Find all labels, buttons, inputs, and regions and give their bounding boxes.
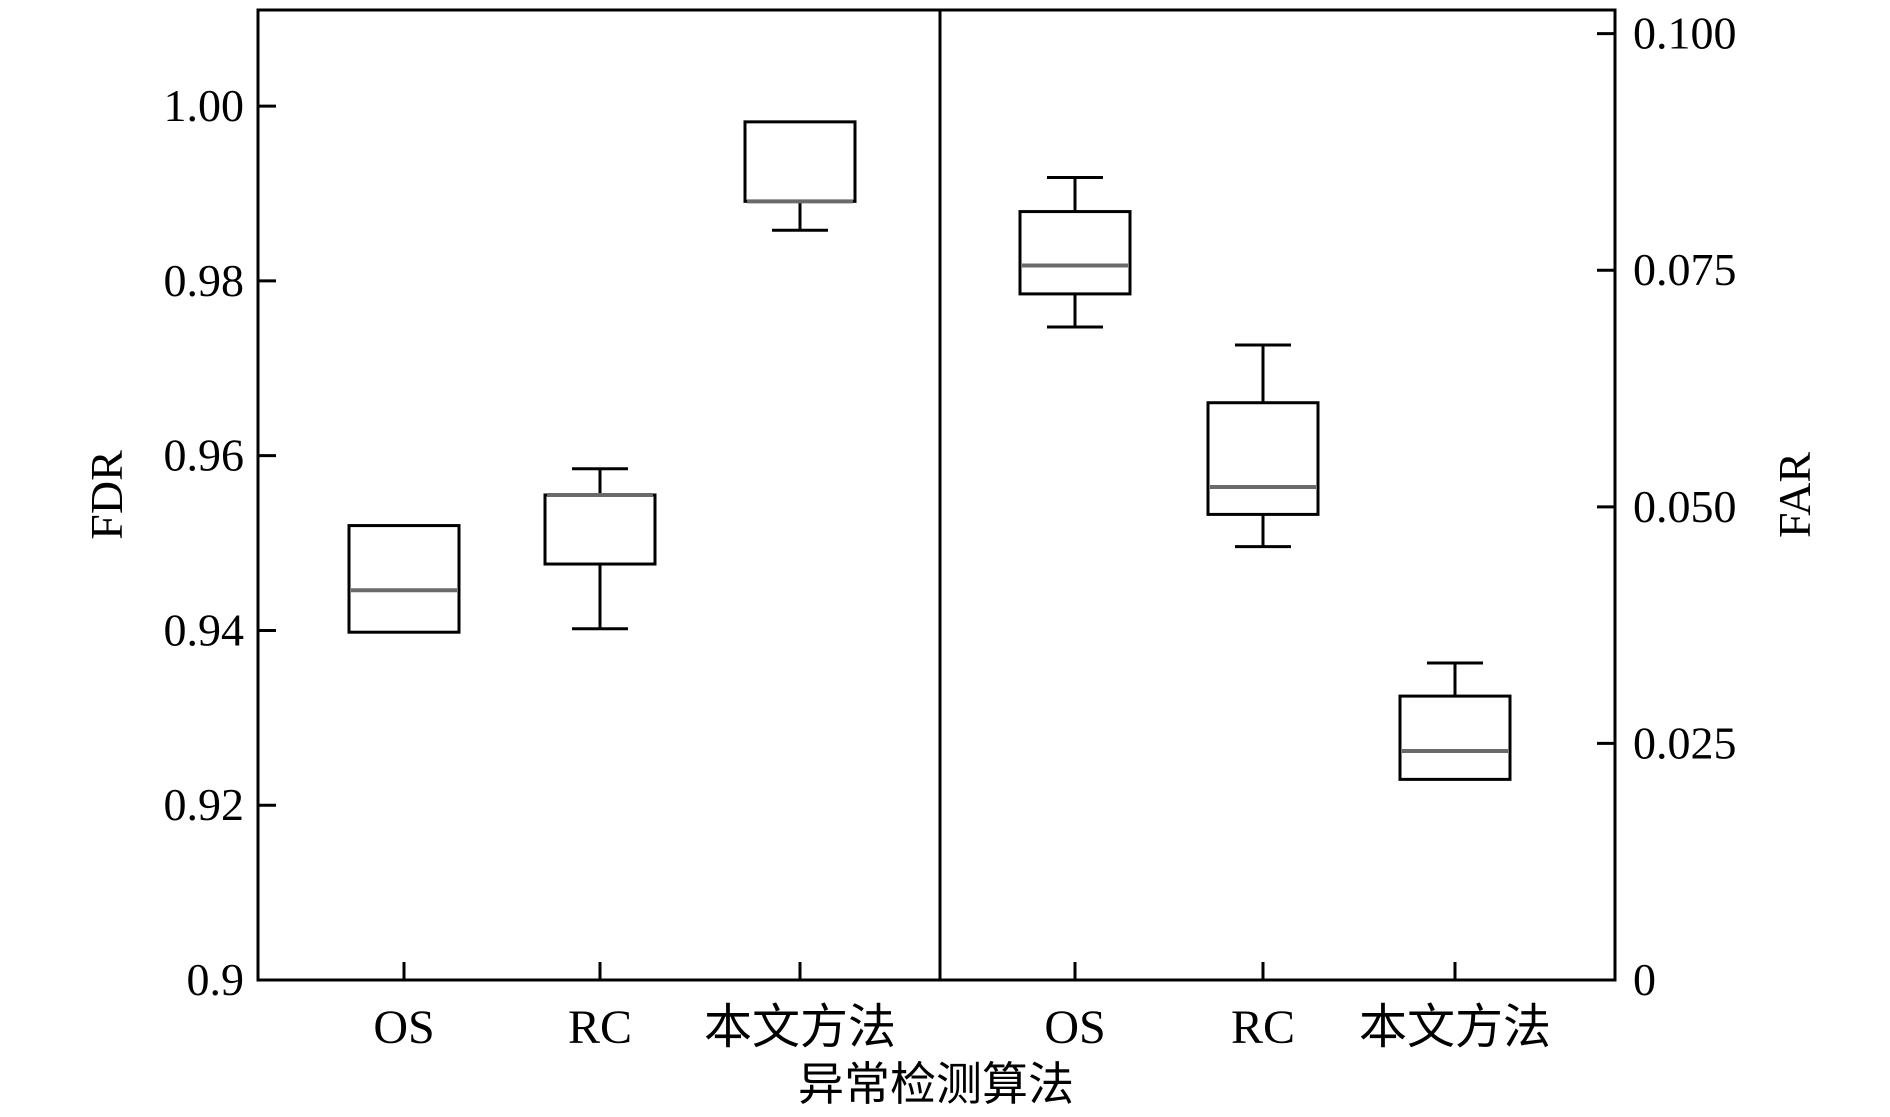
y-tick-label: 0.9 (187, 954, 245, 1005)
y-tick-label: 0.92 (164, 779, 245, 830)
y-axis-label-left: FDR (81, 450, 132, 540)
y-tick-label: 0.94 (164, 604, 245, 655)
y-tick-label: 0 (1633, 954, 1656, 1005)
x-tick-label: OS (373, 1001, 434, 1054)
box-left-1 (347, 524, 461, 634)
box-iqr (1206, 401, 1320, 516)
y-tick-label: 0.025 (1633, 717, 1737, 768)
box-right-3 (1398, 661, 1512, 781)
x-axis-label: 异常检测算法 (798, 1059, 1074, 1110)
y-tick-label: 0.050 (1633, 481, 1737, 532)
left-panel-fdr: 0.9 0.92 0.94 0.96 0.98 1.00 OS RC 本文方法 (164, 80, 897, 1054)
y-tick-label: 0.075 (1633, 244, 1737, 295)
x-tick-label: 本文方法 (704, 1001, 896, 1054)
box-right-2 (1206, 343, 1320, 549)
box-right-1 (1018, 176, 1132, 329)
box-iqr (1018, 210, 1132, 296)
right-panel-far: 0 0.025 0.050 0.075 0.100 OS RC 本文方法 (1018, 8, 1737, 1054)
box-iqr (1398, 694, 1512, 781)
plot-border (256, 8, 1617, 982)
box-iqr (347, 524, 461, 634)
plot-frame (256, 8, 1617, 982)
x-tick-label: OS (1044, 1001, 1105, 1054)
box-left-3 (743, 120, 857, 232)
y-axis-label-right: FAR (1769, 452, 1820, 538)
y-tick-label: 0.98 (164, 255, 245, 306)
y-tick-label: 0.96 (164, 430, 245, 481)
box-iqr (743, 120, 857, 203)
y-tick-label: 0.100 (1633, 8, 1737, 59)
x-tick-label: RC (568, 1001, 632, 1054)
x-tick-label: 本文方法 (1359, 1001, 1551, 1054)
box-left-2 (543, 467, 657, 631)
box-iqr (543, 493, 657, 566)
y-tick-label: 1.00 (164, 80, 245, 131)
x-tick-label: RC (1231, 1001, 1295, 1054)
